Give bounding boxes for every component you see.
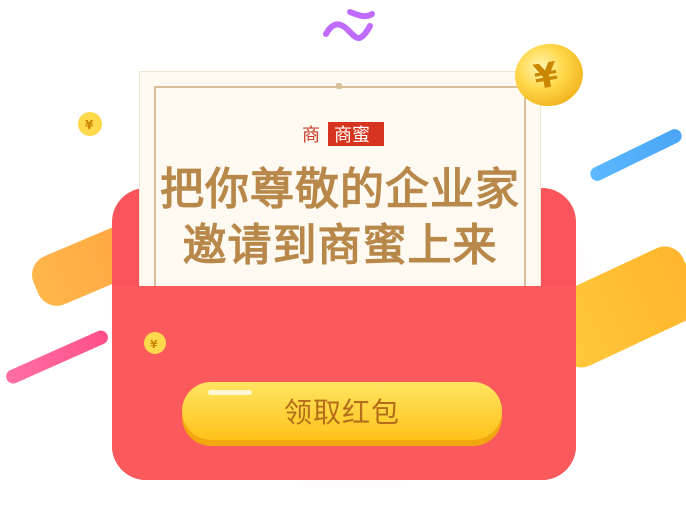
claim-red-envelope-button[interactable]: 领取红包	[182, 382, 502, 440]
yen-coin-icon: ¥	[78, 112, 102, 136]
claim-red-envelope-label: 领取红包	[283, 396, 400, 429]
yen-coin-icon: ¥	[515, 43, 583, 107]
headline-line-2: 邀请到商蜜上来	[182, 220, 498, 271]
svg-text:¥: ¥	[85, 118, 94, 132]
invitation-letter: 商 商蜜 把你尊敬的企业家 邀请到商蜜上来	[140, 72, 540, 324]
svg-text:¥: ¥	[150, 338, 158, 351]
button-gloss	[208, 390, 252, 395]
yen-coin-icon: ¥	[144, 332, 166, 354]
decorative-blue-streak	[587, 126, 685, 184]
shangmi-logo-icon: 商 商蜜	[302, 122, 384, 146]
headline-line-1: 把你尊敬的企业家	[160, 164, 520, 215]
svg-text:商: 商	[302, 125, 320, 146]
squiggle-icon	[323, 9, 375, 41]
svg-text:商蜜: 商蜜	[334, 125, 370, 146]
